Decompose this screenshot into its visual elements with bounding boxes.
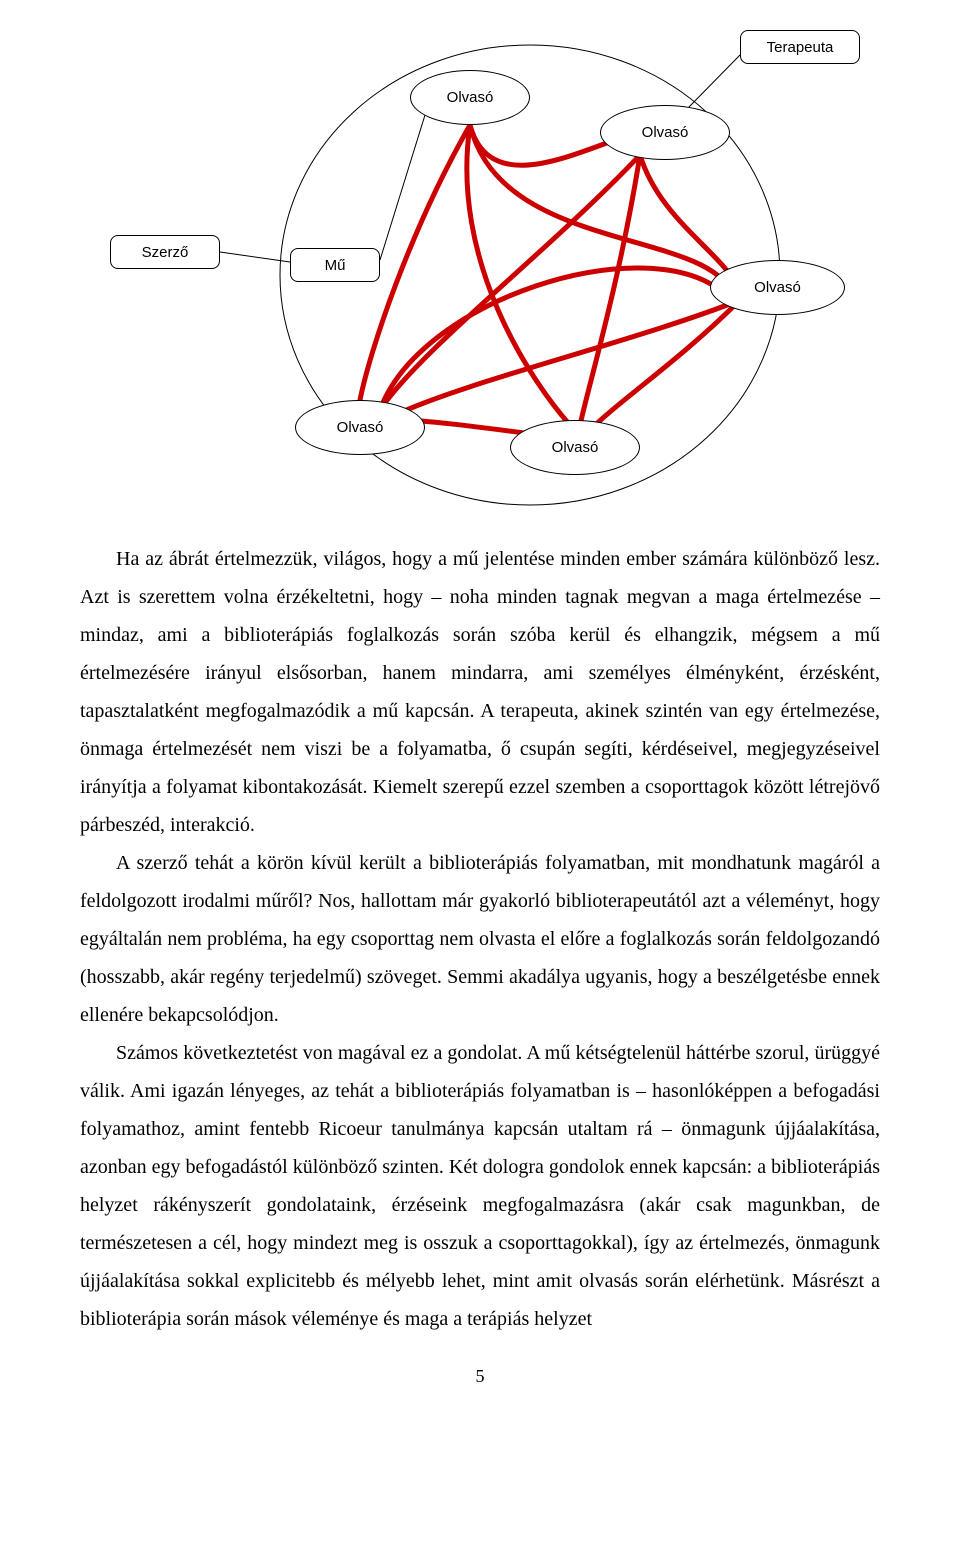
node-szerzo: Szerző [110, 235, 220, 269]
node-olvaso4: Olvasó [510, 420, 640, 475]
node-mu: Mű [290, 248, 380, 282]
paragraph-2: A szerző tehát a körön kívül került a bi… [80, 844, 880, 1034]
node-olvaso2: Olvasó [600, 105, 730, 160]
node-olvaso1: Olvasó [410, 70, 530, 125]
paragraph-3: Számos következtetést von magával ez a g… [80, 1034, 880, 1338]
relation-edge [220, 252, 290, 262]
node-olvaso5: Olvasó [295, 400, 425, 455]
page-number: 5 [80, 1366, 880, 1387]
node-terapeuta: Terapeuta [740, 30, 860, 64]
paragraph-1: Ha az ábrát értelmezzük, világos, hogy a… [80, 540, 880, 844]
concept-diagram: Szerző Mű Terapeuta Olvasó Olvasó Olvasó Olvas… [80, 0, 880, 520]
node-olvaso3: Olvasó [710, 260, 845, 315]
relation-edge [688, 55, 740, 108]
article-body: Ha az ábrát értelmezzük, világos, hogy a… [80, 540, 880, 1338]
